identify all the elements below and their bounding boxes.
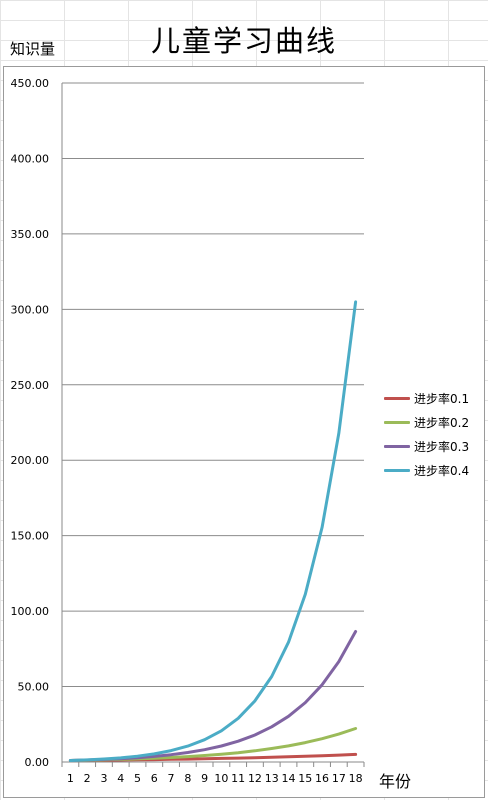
x-tick-label: 7 — [168, 772, 175, 785]
x-tick-label: 5 — [134, 772, 141, 785]
x-tick-label: 14 — [282, 772, 296, 785]
legend-item-series-2: 进步率0.2 — [384, 410, 484, 434]
y-tick-label: 100.00 — [11, 605, 50, 618]
legend-label-3: 进步率0.3 — [414, 439, 470, 454]
x-tick-label: 8 — [184, 772, 191, 785]
legend-item-series-3: 进步率0.3 — [384, 434, 484, 458]
series-line-4 — [68, 300, 358, 762]
legend-swatch-3 — [384, 444, 410, 448]
y-tick-label: 350.00 — [11, 228, 50, 241]
x-tick-label: 12 — [248, 772, 262, 785]
y-tick-label: 0.00 — [25, 756, 50, 769]
legend-swatch-2 — [384, 420, 410, 424]
x-tick-label: 16 — [315, 772, 329, 785]
x-tick-label: 18 — [349, 772, 363, 785]
x-tick-label: 11 — [231, 772, 245, 785]
chart-area[interactable] — [3, 66, 485, 798]
y-tick-label: 150.00 — [11, 530, 50, 543]
y-tick-label: 200.00 — [11, 454, 50, 467]
legend-swatch-1 — [384, 396, 410, 400]
x-tick-label: 3 — [100, 772, 107, 785]
x-tick-label: 10 — [214, 772, 228, 785]
x-tick-label: 13 — [265, 772, 279, 785]
x-tick-label: 1 — [67, 772, 74, 785]
y-tick-label: 250.00 — [11, 379, 50, 392]
y-tick-label: 50.00 — [18, 681, 50, 694]
y-tick-label: 400.00 — [11, 152, 50, 165]
legend-label-4: 进步率0.4 — [414, 463, 470, 478]
x-tick-label: 17 — [332, 772, 346, 785]
y-tick-label: 450.00 — [11, 77, 50, 90]
x-axis-label: 年份 — [379, 772, 412, 791]
x-tick-label: 9 — [201, 772, 208, 785]
y-axis-label: 知识量 — [10, 40, 56, 58]
x-tick-label: 6 — [151, 772, 158, 785]
legend-item-series-1: 进步率0.1 — [384, 386, 484, 410]
legend[interactable]: 进步率0.1 进步率0.2 进步率0.3 进步率0.4 — [384, 386, 484, 482]
legend-label-2: 进步率0.2 — [414, 415, 470, 430]
legend-item-series-4: 进步率0.4 — [384, 458, 484, 482]
legend-label-1: 进步率0.1 — [414, 391, 470, 406]
chart-title: 儿童学习曲线 — [150, 24, 337, 58]
x-tick-label: 2 — [84, 772, 91, 785]
x-tick-label: 4 — [117, 772, 124, 785]
x-tick-label: 15 — [298, 772, 312, 785]
legend-swatch-4 — [384, 468, 410, 472]
y-tick-label: 300.00 — [11, 303, 50, 316]
